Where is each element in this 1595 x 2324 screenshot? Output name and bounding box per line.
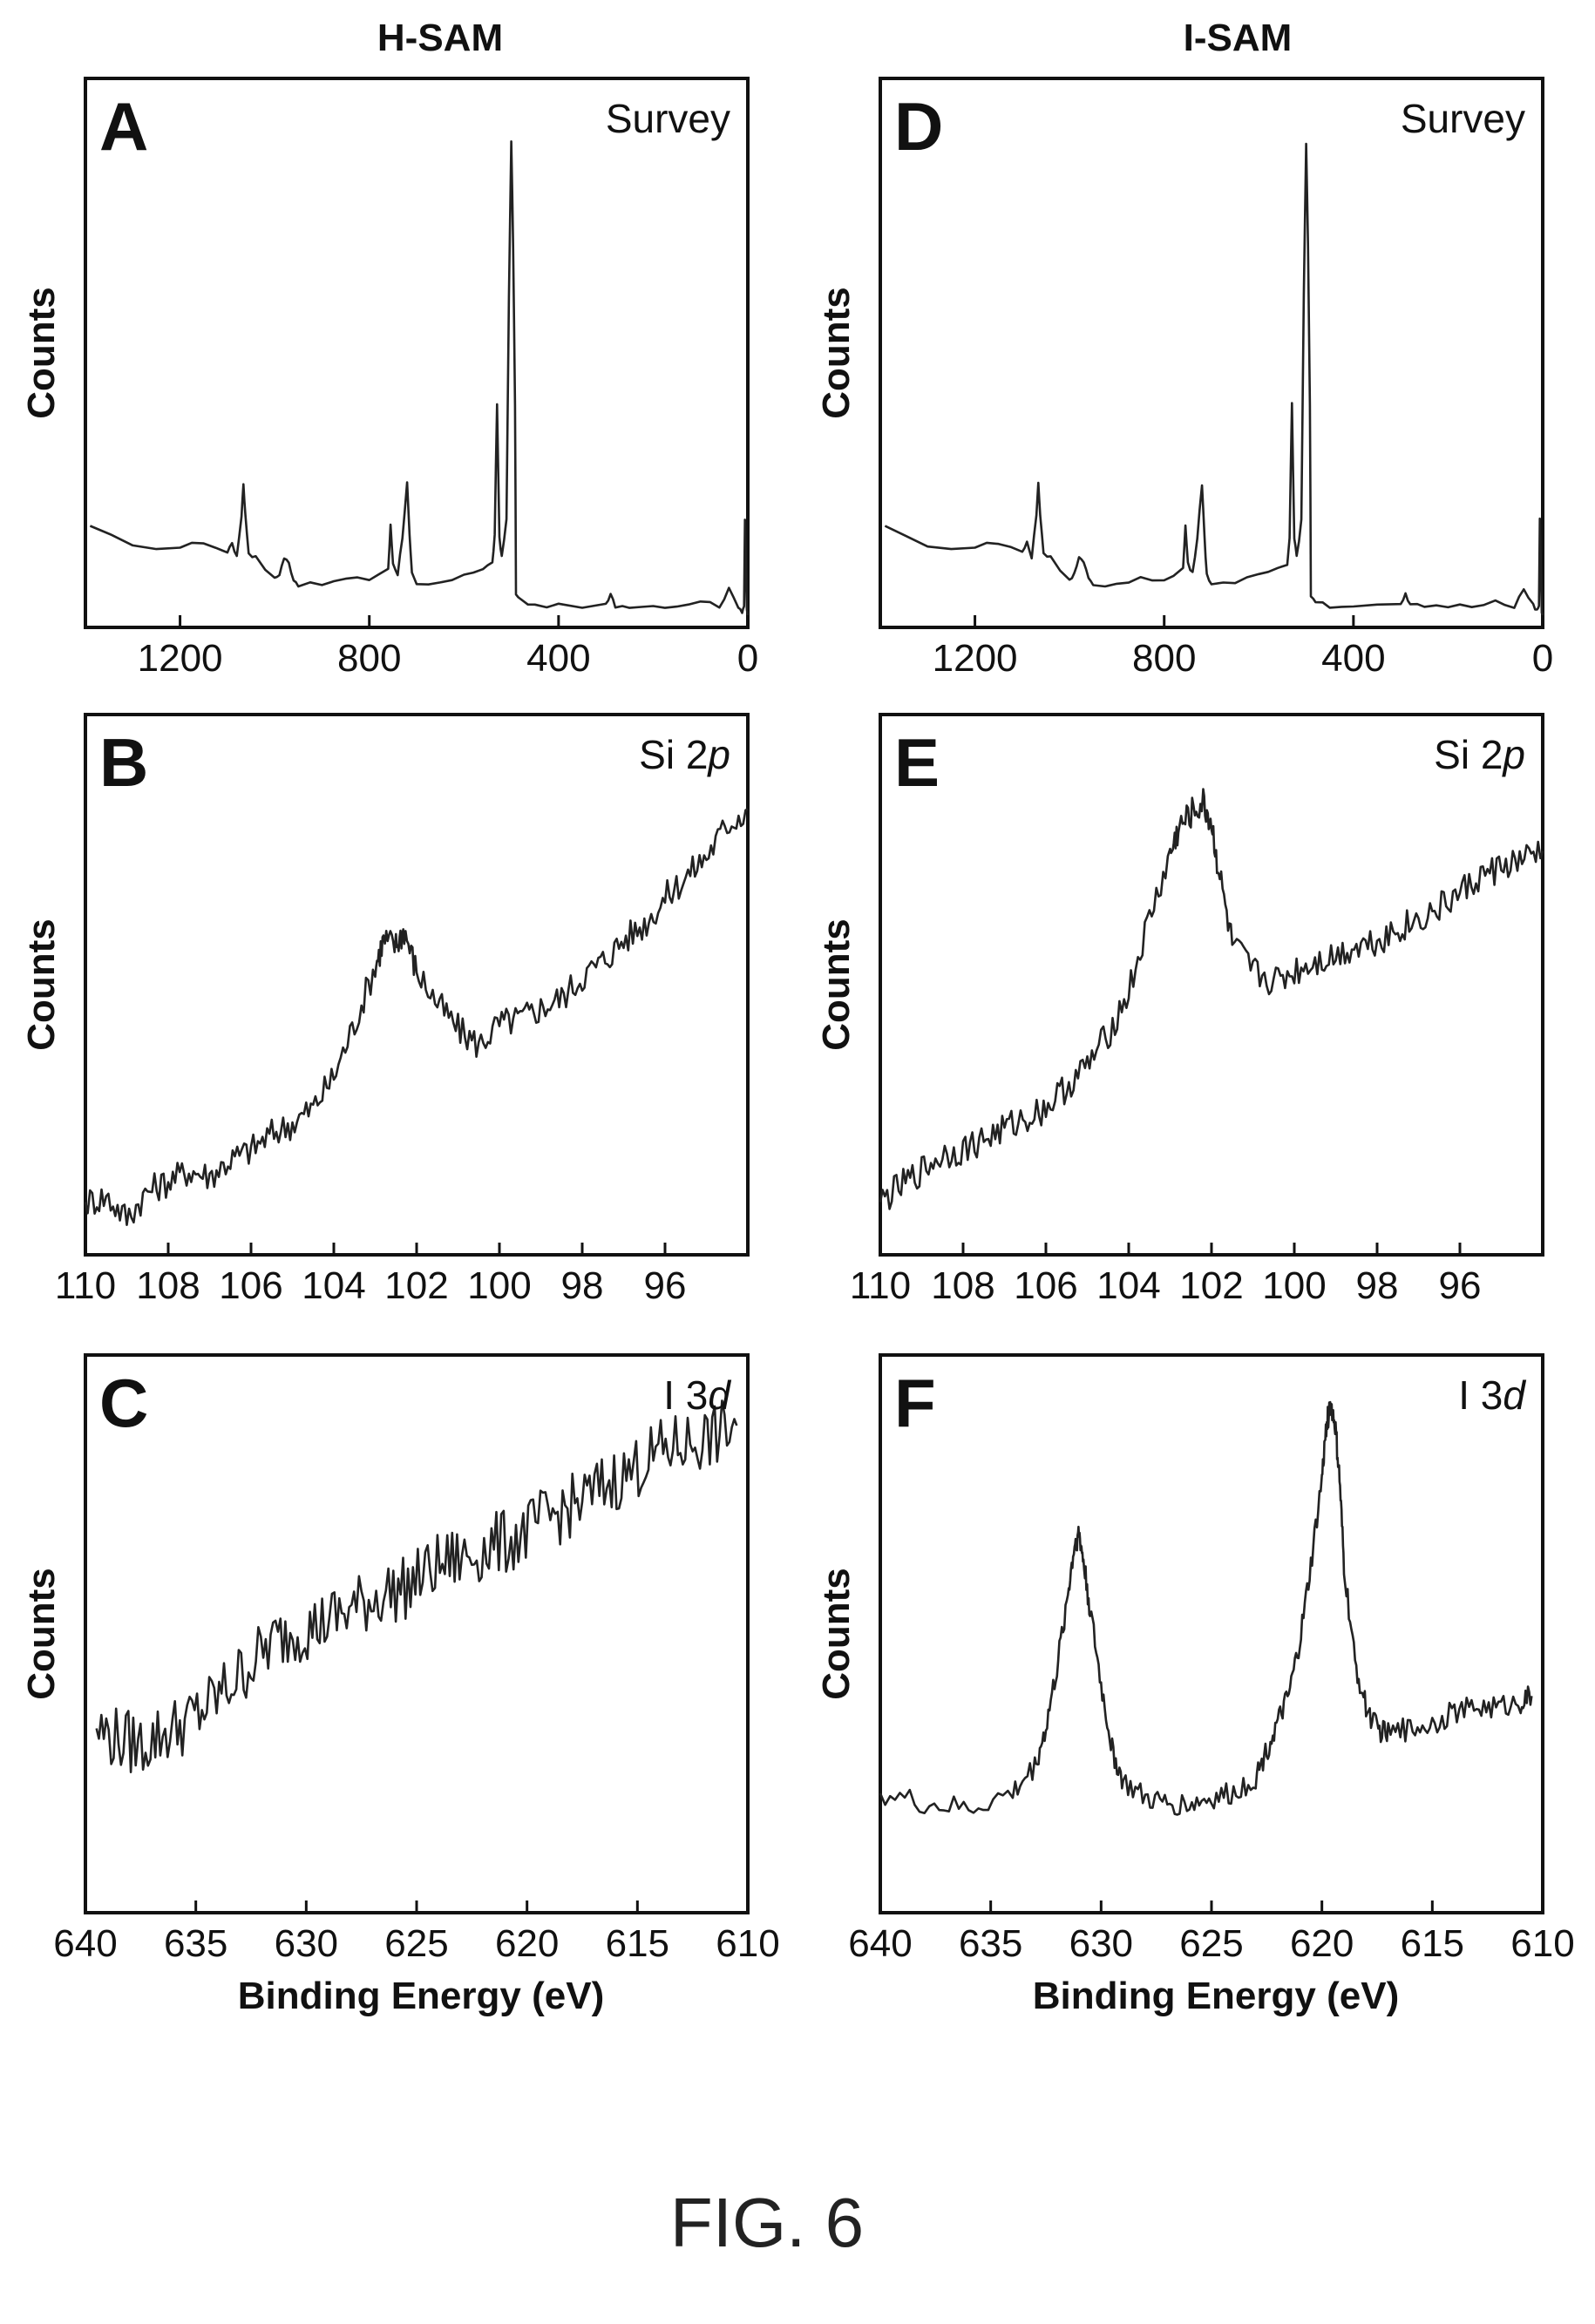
y-axis-label: Counts <box>815 1568 858 1700</box>
x-tick-label: 640 <box>53 1922 117 1965</box>
x-tick-label: 800 <box>337 637 401 680</box>
x-tick-label: 635 <box>959 1922 1022 1965</box>
spectrum-line <box>879 788 1544 1210</box>
plot-frame <box>879 1353 1544 1914</box>
panel-e: 110 108 106 104 102 100 98 96 E Si 2p Counts <box>815 713 1544 1307</box>
panel-letter: D <box>894 88 943 165</box>
figure-caption: FIG. 6 <box>670 2184 864 2261</box>
x-tick-label: 0 <box>737 637 758 680</box>
x-tick-label: 98 <box>1356 1264 1399 1307</box>
panel-label: Si 2p <box>1434 732 1525 777</box>
plot-frame <box>84 1353 750 1914</box>
x-tick-label: 98 <box>561 1264 604 1307</box>
plot-frame <box>879 713 1544 1257</box>
y-axis-label: Counts <box>20 918 63 1051</box>
x-tick-label: 630 <box>275 1922 338 1965</box>
panel-f: 640 635 630 625 620 615 610 F I 3d Counts Binding … <box>815 1353 1575 2017</box>
panel-label: I 3d <box>663 1372 731 1418</box>
panel-a: 1200 800 400 0 A Survey Counts <box>20 77 758 680</box>
x-tick-label: 102 <box>1179 1264 1243 1307</box>
x-tick-label: 110 <box>55 1264 116 1307</box>
x-tick-label: 1200 <box>138 637 223 680</box>
panel-c: 640 635 630 625 620 615 610 C I 3d Counts Binding … <box>20 1353 780 2017</box>
x-tick-label: 620 <box>495 1922 559 1965</box>
spectrum-line <box>95 1399 738 1773</box>
spectrum-line <box>879 1400 1533 1816</box>
panel-d: 1200 800 400 0 D Survey Counts <box>815 77 1553 680</box>
x-tick-label: 1200 <box>933 637 1018 680</box>
column-title-i-sam: I-SAM <box>1184 17 1293 59</box>
y-axis-label: Counts <box>815 918 858 1051</box>
x-axis-label: Binding Energy (eV) <box>238 1975 604 2017</box>
x-tick-label: 615 <box>1401 1922 1464 1965</box>
x-tick-label: 108 <box>931 1264 994 1307</box>
panel-label: I 3d <box>1458 1372 1526 1418</box>
x-tick-label: 0 <box>1532 637 1553 680</box>
plot-frame <box>84 77 750 629</box>
x-tick-label: 400 <box>1321 637 1385 680</box>
x-tick-label: 625 <box>384 1922 448 1965</box>
x-tick-label: 630 <box>1069 1922 1133 1965</box>
panel-b: 110 108 106 104 102 100 98 96 B Si 2p Counts <box>20 713 750 1307</box>
column-title-h-sam: H-SAM <box>377 17 503 59</box>
plot-frame <box>879 77 1544 629</box>
panel-letter: C <box>99 1365 148 1441</box>
y-axis-label: Counts <box>20 287 63 419</box>
spectrum-line <box>89 140 750 617</box>
x-tick-label: 615 <box>606 1922 669 1965</box>
panel-letter: F <box>894 1365 936 1441</box>
x-tick-label: 96 <box>644 1264 687 1307</box>
panel-letter: E <box>894 724 940 801</box>
x-tick-label: 620 <box>1290 1922 1354 1965</box>
x-tick-label: 610 <box>1510 1922 1574 1965</box>
x-tick-label: 104 <box>1096 1264 1160 1307</box>
x-tick-label: 106 <box>1014 1264 1077 1307</box>
x-tick-label: 640 <box>848 1922 912 1965</box>
x-tick-label: 100 <box>467 1264 531 1307</box>
x-tick-label: 106 <box>219 1264 282 1307</box>
spectrum-line <box>84 808 749 1226</box>
x-tick-label: 100 <box>1262 1264 1326 1307</box>
x-tick-label: 108 <box>136 1264 200 1307</box>
x-tick-label: 110 <box>850 1264 911 1307</box>
x-tick-label: 635 <box>164 1922 227 1965</box>
panel-letter: B <box>99 724 148 801</box>
y-axis-label: Counts <box>20 1568 63 1700</box>
panel-letter: A <box>99 88 148 165</box>
panel-label: Survey <box>1401 96 1525 141</box>
x-axis-label: Binding Energy (eV) <box>1033 1975 1399 2017</box>
x-tick-label: 96 <box>1439 1264 1482 1307</box>
x-tick-label: 610 <box>716 1922 779 1965</box>
x-tick-label: 800 <box>1132 637 1196 680</box>
x-tick-label: 400 <box>526 637 590 680</box>
spectrum-line <box>884 142 1544 617</box>
x-tick-label: 625 <box>1179 1922 1243 1965</box>
panel-label: Survey <box>606 96 730 141</box>
y-axis-label: Counts <box>815 287 858 419</box>
x-tick-label: 102 <box>384 1264 448 1307</box>
x-tick-label: 104 <box>302 1264 365 1307</box>
panel-label: Si 2p <box>639 732 730 777</box>
